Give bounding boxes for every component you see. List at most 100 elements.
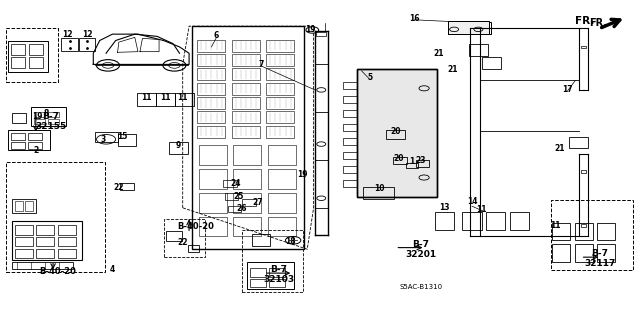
Bar — [198, 169, 227, 189]
Bar — [232, 83, 260, 95]
Bar — [486, 212, 505, 230]
Bar — [266, 83, 294, 95]
Bar — [36, 225, 54, 235]
Bar — [15, 201, 23, 211]
Bar — [269, 278, 285, 287]
Bar — [250, 268, 266, 277]
Bar — [242, 199, 256, 206]
Text: 25: 25 — [234, 192, 244, 201]
Bar — [250, 278, 266, 287]
Text: 16: 16 — [409, 14, 420, 23]
Text: 17: 17 — [563, 85, 573, 94]
Bar — [12, 199, 36, 212]
Bar — [266, 125, 294, 138]
Bar — [393, 157, 407, 164]
Bar — [197, 125, 225, 138]
Bar — [29, 44, 43, 55]
Text: FR.: FR. — [589, 18, 607, 28]
Text: 9: 9 — [175, 141, 181, 150]
Text: 21: 21 — [433, 49, 444, 58]
Bar — [343, 166, 357, 173]
Bar — [198, 193, 227, 212]
Text: FR.: FR. — [575, 16, 595, 27]
Bar — [580, 46, 586, 49]
Bar — [34, 112, 45, 117]
Text: 1: 1 — [409, 157, 414, 166]
Text: 19: 19 — [33, 113, 43, 122]
Text: 2: 2 — [33, 146, 38, 155]
Bar — [198, 217, 227, 236]
Bar — [448, 21, 489, 34]
Text: B-7
32155: B-7 32155 — [35, 112, 66, 132]
Bar — [552, 244, 570, 262]
Bar — [233, 193, 261, 212]
Bar — [242, 230, 303, 292]
Text: 12: 12 — [82, 30, 92, 39]
Bar — [343, 152, 357, 159]
Bar — [266, 111, 294, 123]
Bar — [61, 38, 78, 51]
Bar — [552, 223, 570, 240]
Text: 7: 7 — [259, 60, 264, 69]
Bar — [29, 57, 43, 68]
Bar — [343, 138, 357, 145]
Bar — [6, 162, 105, 271]
Text: B-7
32117: B-7 32117 — [584, 249, 616, 268]
Bar — [266, 97, 294, 109]
Bar — [120, 183, 134, 190]
Bar — [580, 170, 586, 173]
Text: 15: 15 — [117, 132, 127, 140]
Text: 3: 3 — [100, 135, 106, 144]
Bar — [252, 234, 270, 246]
Text: 11: 11 — [550, 221, 560, 230]
Text: 19: 19 — [297, 170, 307, 179]
Bar — [266, 40, 294, 52]
Bar — [166, 231, 182, 241]
Text: B-40-20: B-40-20 — [40, 267, 77, 276]
Text: 12: 12 — [63, 30, 73, 39]
Bar — [232, 125, 260, 138]
Bar — [188, 245, 199, 252]
Text: 5: 5 — [367, 73, 372, 82]
Bar — [6, 28, 58, 82]
Bar — [12, 262, 73, 269]
Bar — [197, 54, 225, 66]
Bar — [435, 212, 454, 230]
Text: 18: 18 — [285, 237, 295, 246]
Bar — [232, 40, 260, 52]
Bar — [575, 223, 593, 240]
Bar — [416, 160, 429, 167]
Bar — [12, 114, 26, 123]
Text: 21: 21 — [554, 144, 564, 153]
Bar — [11, 44, 25, 55]
Bar — [11, 133, 25, 140]
Bar — [580, 224, 586, 227]
Bar — [316, 32, 326, 36]
Bar — [15, 237, 33, 246]
Bar — [197, 68, 225, 80]
Bar — [597, 223, 615, 240]
Bar — [343, 96, 357, 103]
Bar — [156, 93, 175, 106]
Bar — [364, 187, 394, 199]
Bar — [597, 244, 615, 262]
Bar — [357, 69, 437, 197]
Text: B-7
32103: B-7 32103 — [263, 265, 294, 284]
Bar — [28, 133, 42, 140]
Bar — [58, 225, 76, 235]
Text: 14: 14 — [467, 197, 477, 206]
Text: 22: 22 — [177, 238, 188, 247]
Bar — [48, 119, 60, 124]
Bar — [175, 93, 194, 106]
Bar — [192, 26, 304, 249]
Bar — [198, 145, 227, 165]
Text: 21: 21 — [447, 65, 458, 74]
Text: 11: 11 — [141, 93, 152, 102]
Bar — [197, 97, 225, 109]
Bar — [343, 110, 357, 117]
Bar — [228, 206, 241, 212]
Bar — [268, 145, 296, 165]
Bar — [233, 169, 261, 189]
Bar — [509, 212, 529, 230]
Bar — [79, 38, 95, 51]
